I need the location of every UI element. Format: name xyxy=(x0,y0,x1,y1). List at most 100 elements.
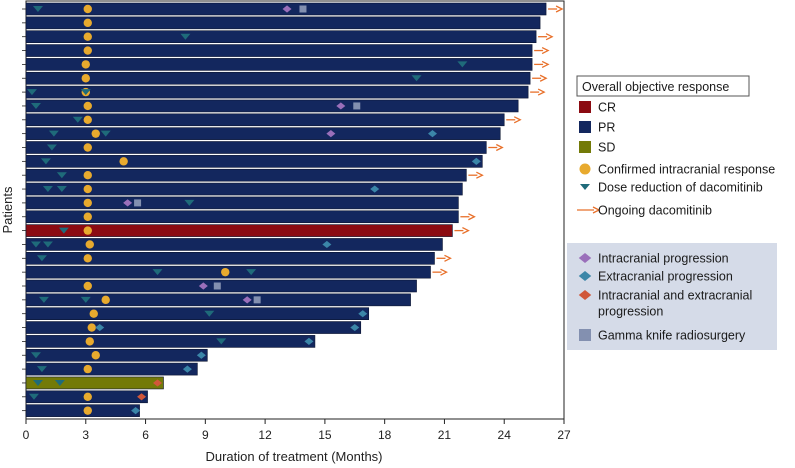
intracranial-response-marker xyxy=(81,74,90,83)
ongoing-arrow xyxy=(548,5,564,13)
legend-item: Intracranial progression xyxy=(578,252,729,266)
legend-label: SD xyxy=(598,141,615,155)
patient-bar-pr xyxy=(25,113,505,127)
ongoing-arrow-head xyxy=(545,33,554,41)
intracranial-response-marker xyxy=(87,323,96,332)
patient-row xyxy=(22,58,550,71)
intracranial-response-marker xyxy=(83,198,92,208)
legend-label-line: progression xyxy=(598,305,663,319)
patient-row xyxy=(22,16,541,30)
intracranial-response-marker xyxy=(85,337,94,346)
ongoing-arrow xyxy=(534,46,550,55)
gamma-knife-marker xyxy=(213,282,221,290)
legend-item: Confirmed intracranial response xyxy=(579,163,775,177)
patient-bar-pr xyxy=(25,404,140,417)
intracranial-response-marker xyxy=(83,406,92,415)
dose-reduction-marker xyxy=(184,199,195,206)
patient-row xyxy=(22,168,484,182)
extracranial-progression-marker xyxy=(196,351,206,359)
legend-swatch xyxy=(578,271,592,281)
patient-row xyxy=(22,224,470,237)
patient-row xyxy=(22,376,164,390)
patient-bar-pr xyxy=(25,99,519,113)
legend-item: Ongoing dacomitinib xyxy=(577,204,712,218)
ongoing-arrow xyxy=(468,171,484,179)
patient-row xyxy=(22,307,370,321)
x-tick-label: 12 xyxy=(258,428,272,442)
intracranial-response-marker xyxy=(83,18,92,28)
legend-swatch xyxy=(579,121,591,133)
ongoing-arrow-head xyxy=(468,213,476,221)
dose-reduction-marker xyxy=(26,89,37,96)
intracranial-response-marker xyxy=(83,101,92,111)
dose-reduction-marker xyxy=(30,102,41,109)
patient-bar-pr xyxy=(25,44,533,57)
intracranial-progression-marker xyxy=(242,296,252,304)
patient-row xyxy=(22,155,483,168)
ongoing-arrow xyxy=(436,254,452,262)
patient-row xyxy=(22,321,362,334)
intracranial-response-marker xyxy=(83,392,92,401)
gamma-knife-marker xyxy=(253,296,261,304)
both-progression-marker xyxy=(153,379,163,387)
patient-row xyxy=(22,71,548,85)
patient-row xyxy=(22,348,208,362)
legend-label-line: Intracranial and extracranial xyxy=(598,289,752,303)
legend-label: Gamma knife radiosurgery xyxy=(598,329,746,343)
ongoing-arrow-head xyxy=(462,227,470,235)
legend-label: Dose reduction of dacomitinib xyxy=(598,181,763,195)
patient-bar-sd xyxy=(25,376,164,390)
patient-bar-pr xyxy=(25,348,208,362)
legend-swatch xyxy=(579,163,591,175)
patient-row xyxy=(22,44,550,57)
extracranial-progression-marker xyxy=(350,323,360,332)
legend-label: Intracranial and extracranial progression xyxy=(598,289,752,319)
patient-row xyxy=(22,210,476,224)
x-tick-label: 6 xyxy=(142,428,149,442)
patient-row xyxy=(22,279,417,293)
intracranial-response-marker xyxy=(83,212,92,221)
intracranial-response-marker xyxy=(83,171,92,180)
extracranial-progression-marker xyxy=(322,240,332,249)
intracranial-response-marker xyxy=(101,295,110,305)
patient-row xyxy=(22,335,316,348)
patient-bar-pr xyxy=(25,321,362,334)
patient-bar-pr xyxy=(25,335,316,348)
legend-label: Confirmed intracranial response xyxy=(598,163,775,177)
dose-reduction-marker xyxy=(42,241,53,248)
gamma-knife-marker xyxy=(134,199,142,207)
patient-row xyxy=(22,85,546,99)
patient-bar-pr xyxy=(25,141,487,154)
ongoing-arrow xyxy=(538,33,554,41)
patient-row xyxy=(22,99,519,113)
extracranial-progression-marker xyxy=(370,185,380,193)
ongoing-arrow-head xyxy=(495,143,504,152)
ongoing-arrow xyxy=(432,268,448,276)
ongoing-arrow-head xyxy=(541,60,550,68)
dose-reduction-marker xyxy=(72,116,83,123)
patient-bar-pr xyxy=(25,168,467,182)
legend-swatch xyxy=(578,253,592,263)
dose-reduction-marker xyxy=(457,61,468,68)
legend-label: Extracranial progression xyxy=(598,270,733,284)
intracranial-response-marker xyxy=(83,4,92,14)
ongoing-arrow-head xyxy=(476,171,484,179)
dose-reduction-marker xyxy=(80,296,91,303)
legend-progression-box xyxy=(567,243,777,350)
both-progression-marker xyxy=(137,393,147,401)
dose-reduction-marker xyxy=(42,186,53,193)
intracranial-response-marker xyxy=(83,254,92,263)
ongoing-arrow xyxy=(532,74,548,82)
intracranial-response-marker xyxy=(119,157,128,166)
dose-reduction-marker xyxy=(56,186,67,193)
gamma-knife-marker xyxy=(353,102,361,110)
x-tick-label: 0 xyxy=(23,428,30,442)
patient-bar-pr xyxy=(25,58,533,71)
legend-item: Extracranial progression xyxy=(578,270,733,284)
intracranial-response-marker xyxy=(83,281,92,291)
x-axis: 0 3 6 9 12 15 18 21 24 27 xyxy=(23,419,571,442)
extracranial-progression-marker xyxy=(358,310,368,318)
ongoing-arrow xyxy=(506,116,522,124)
patient-bar-pr xyxy=(25,155,483,168)
